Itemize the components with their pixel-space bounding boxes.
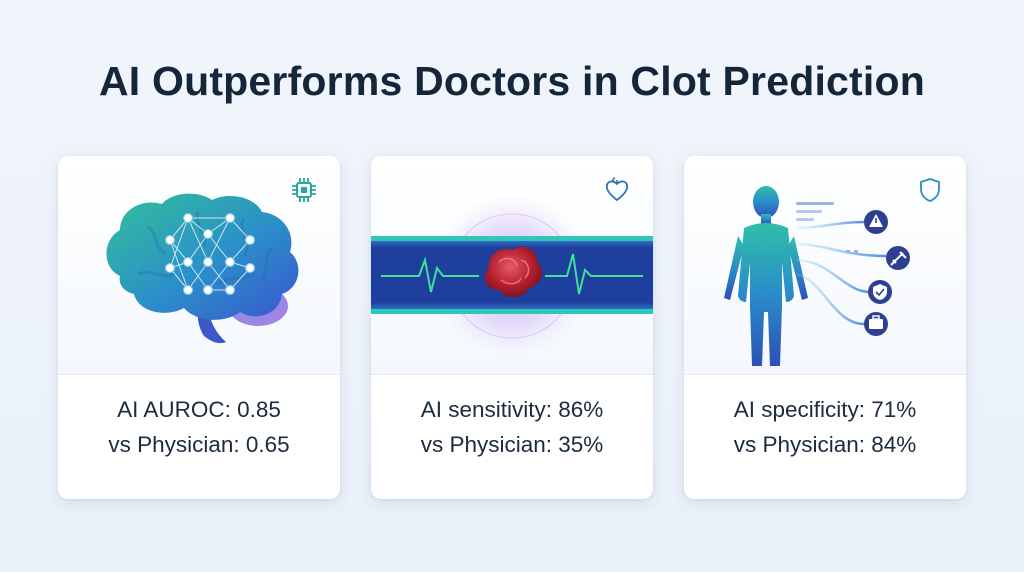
ai-sensitivity-value: AI sensitivity: 86%: [420, 397, 604, 422]
physician-specificity-value: vs Physician: 84%: [733, 432, 917, 457]
check-shield-icon: [868, 280, 892, 304]
sensitivity-stats: AI sensitivity: 86% vs Physician: 35%: [371, 392, 653, 462]
sensitivity-card: AI sensitivity: 86% vs Physician: 35%: [371, 156, 653, 499]
human-body-risk-icon: [724, 186, 910, 366]
card-divider: [684, 374, 966, 375]
physician-auroc-value: vs Physician: 0.65: [108, 432, 290, 457]
card-illustration: [371, 156, 653, 374]
card-illustration: [684, 156, 966, 374]
ai-specificity-value: AI specificity: 71%: [733, 397, 917, 422]
warning-icon: [864, 210, 888, 234]
briefcase-icon: [864, 312, 888, 336]
auroc-card: AI AUROC: 0.85 vs Physician: 0.65: [58, 156, 340, 499]
ai-auroc-value: AI AUROC: 0.85: [117, 397, 281, 422]
heart-icon: [605, 177, 629, 202]
syringe-icon: [886, 246, 910, 270]
card-divider: [58, 374, 340, 375]
auroc-stats: AI AUROC: 0.85 vs Physician: 0.65: [58, 392, 340, 462]
clot-icon: [484, 246, 543, 298]
blood-vessel-clot-icon: [371, 194, 653, 358]
card-divider: [371, 374, 653, 375]
specificity-card: AI specificity: 71% vs Physician: 84%: [684, 156, 966, 499]
page-title: AI Outperforms Doctors in Clot Predictio…: [99, 58, 925, 104]
shield-icon: [920, 178, 940, 202]
specificity-stats: AI specificity: 71% vs Physician: 84%: [684, 392, 966, 462]
chip-icon: [292, 178, 316, 202]
physician-sensitivity-value: vs Physician: 35%: [420, 432, 604, 457]
card-illustration: [58, 156, 340, 374]
brain-neural-network-icon: [106, 193, 299, 344]
